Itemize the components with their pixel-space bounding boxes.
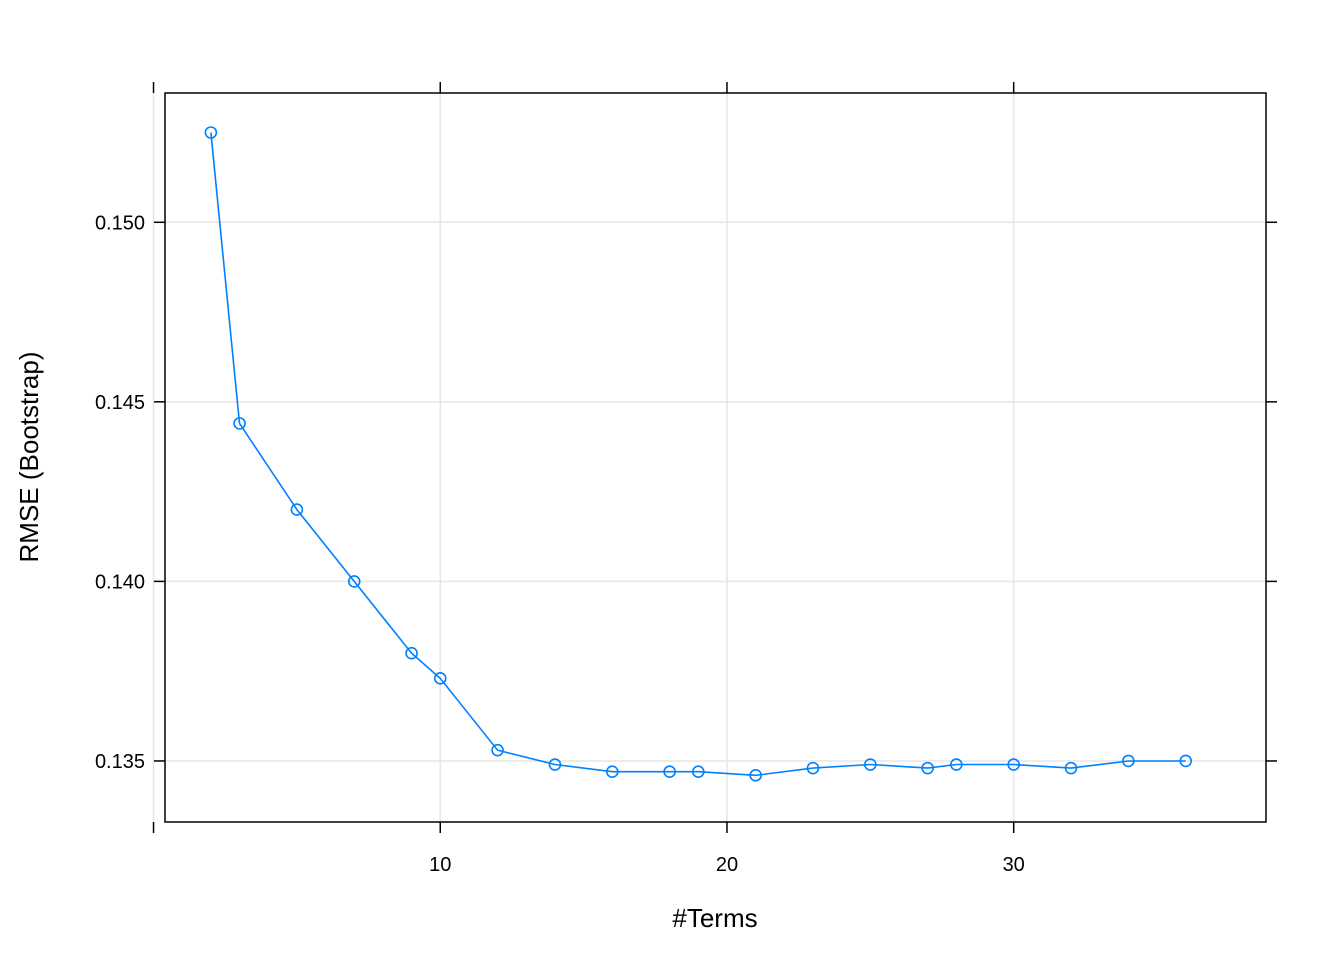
data-point [1122, 754, 1135, 768]
data-point [433, 672, 447, 685]
x-tick-label: 20 [716, 854, 738, 876]
x-tick-label: 10 [429, 854, 451, 876]
data-point [605, 765, 619, 779]
y-tick-label: 0.150 [95, 212, 145, 234]
y-tick-label: 0.145 [95, 392, 145, 414]
data-point [950, 758, 963, 771]
data-point [663, 765, 676, 779]
data-point [290, 503, 304, 516]
data-point [1179, 754, 1193, 768]
grid [152, 93, 1266, 822]
axis-ticks: 10 20 30 0.135 0.140 0.145 0.150 [95, 82, 1277, 876]
data-point [405, 646, 418, 660]
data-point [691, 765, 705, 779]
y-tick-label: 0.135 [95, 751, 145, 773]
series-layer [204, 126, 1193, 782]
x-axis-title: #Terms [672, 903, 757, 933]
plot-frame [164, 92, 1267, 823]
y-tick-label: 0.140 [95, 571, 145, 593]
data-point [1007, 758, 1020, 771]
data-point [491, 743, 504, 757]
data-point [864, 758, 877, 771]
data-point [204, 126, 218, 139]
data-point [347, 575, 361, 588]
data-point [233, 417, 246, 430]
data-point [1064, 761, 1078, 775]
data-point [548, 758, 562, 771]
data-point [749, 769, 762, 782]
data-point [921, 761, 934, 775]
series-line [210, 132, 1186, 777]
y-axis-title: RMSE (Bootstrap) [14, 352, 44, 563]
x-tick-label: 30 [1003, 854, 1025, 876]
data-point [806, 761, 820, 775]
